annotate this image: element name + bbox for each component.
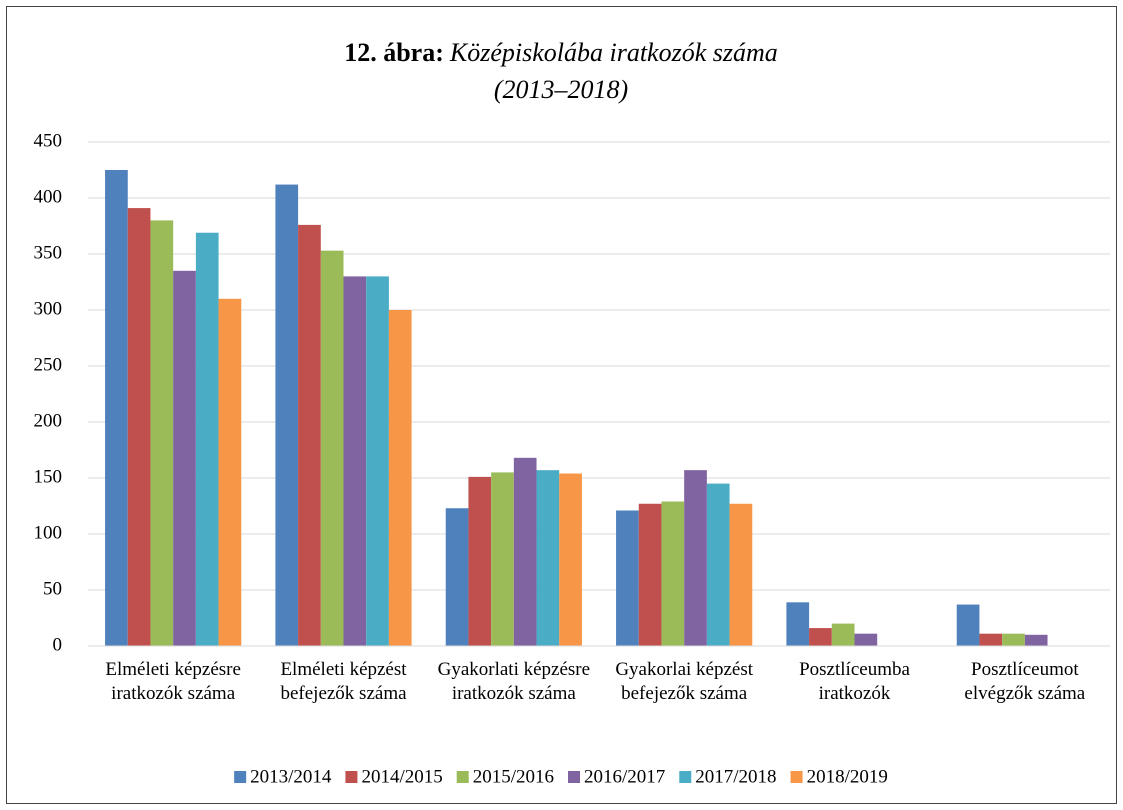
- bar: [1002, 633, 1025, 646]
- legend-label: 2014/2015: [361, 766, 442, 787]
- legend-swatch: [790, 771, 803, 783]
- bar: [343, 276, 367, 646]
- y-tick-label: 100: [34, 522, 63, 543]
- bar: [1024, 634, 1048, 646]
- bar: [684, 470, 707, 646]
- bar: [275, 184, 299, 646]
- bar: [979, 633, 1003, 646]
- bar: [195, 232, 219, 646]
- x-tick-label: Elméleti képzésre iratkozók száma: [105, 659, 241, 704]
- x-tick-label: Gyakorlati képzésre iratkozók száma: [438, 659, 590, 704]
- legend-swatch: [345, 771, 358, 783]
- legend-item: 2015/2016: [456, 766, 554, 787]
- bar: [127, 208, 151, 646]
- legend-item: 2017/2018: [679, 766, 777, 787]
- bar: [854, 633, 878, 646]
- legend-label: 2015/2016: [473, 766, 554, 787]
- legend-label: 2016/2017: [584, 766, 665, 787]
- legend-item: 2016/2017: [568, 766, 665, 787]
- bar: [809, 628, 832, 646]
- legend-label: 2013/2014: [250, 766, 332, 787]
- bar: [616, 510, 639, 646]
- y-tick-label: 300: [34, 298, 63, 319]
- bar: [388, 310, 412, 646]
- x-tick-label: Posztlíceumba iratkozók: [799, 659, 910, 704]
- legend: 2013/2014 2014/2015 2015/2016 2016/2017 2017…: [234, 766, 888, 787]
- x-tick-label: Elméleti képzést befejezők száma: [280, 659, 407, 704]
- bar: [366, 276, 389, 646]
- chart-title-label: 12. ábra:: [344, 38, 444, 67]
- bar: [661, 501, 685, 646]
- legend-label: 2017/2018: [695, 766, 776, 787]
- bar: [706, 483, 730, 646]
- bar: [218, 298, 242, 646]
- bar: [320, 250, 344, 646]
- bar: [786, 602, 810, 646]
- y-tick-label: 250: [34, 354, 63, 375]
- chart-subtitle: (2013–2018): [494, 75, 628, 104]
- bar: [536, 470, 560, 646]
- x-tick-label: Posztlíceumot elvégzők száma: [964, 659, 1085, 704]
- x-tick-label: Gyakorlai képzést befejezők száma: [615, 659, 753, 704]
- y-tick-label: 0: [53, 634, 63, 655]
- chart-title-group: 12. ábra: Középiskolába iratkozók száma: [344, 38, 778, 67]
- bar: [513, 457, 537, 646]
- legend-label: 2018/2019: [807, 766, 888, 787]
- bar: [298, 224, 321, 646]
- bar: [105, 170, 128, 646]
- bar: [559, 473, 582, 646]
- y-tick-label: 400: [34, 186, 63, 207]
- bar: [831, 623, 855, 646]
- bar: [468, 476, 492, 646]
- y-tick-label: 200: [34, 410, 63, 431]
- y-tick-label: 50: [43, 578, 62, 599]
- y-tick-label: 350: [34, 242, 63, 263]
- bar: [173, 270, 196, 646]
- bar: [150, 220, 174, 646]
- bar: [956, 604, 980, 646]
- chart-title: Középiskolába iratkozók száma: [449, 38, 778, 67]
- legend-swatch: [234, 771, 247, 783]
- legend-item: 2013/2014: [234, 766, 332, 787]
- bar: [638, 503, 662, 646]
- legend-item: 2014/2015: [345, 766, 443, 787]
- legend-swatch: [568, 771, 580, 783]
- legend-swatch: [679, 771, 692, 783]
- legend-swatch: [456, 771, 469, 783]
- bar: [445, 508, 469, 646]
- y-tick-label: 450: [34, 130, 63, 151]
- legend-item: 2018/2019: [790, 766, 888, 787]
- bar: [491, 472, 514, 646]
- bar: [729, 503, 753, 646]
- y-tick-label: 150: [34, 466, 63, 487]
